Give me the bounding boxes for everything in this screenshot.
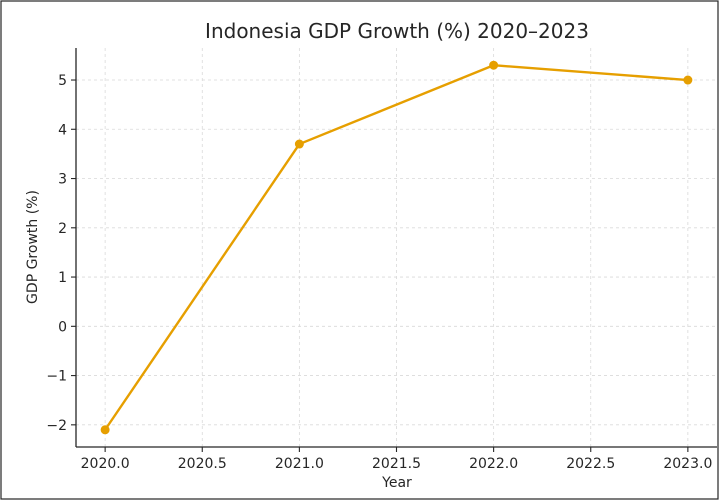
- series-line: [103, 64, 690, 431]
- chart-title: Indonesia GDP Growth (%) 2020–2023: [205, 19, 589, 43]
- y-tick-label: 3: [58, 172, 67, 188]
- y-tick-label: 4: [58, 122, 67, 138]
- x-tick-label: 2021.5: [372, 456, 421, 472]
- data-point: [683, 75, 693, 85]
- y-tick-label: 2: [58, 221, 67, 237]
- y-tick-label: −1: [46, 369, 67, 385]
- y-tick-label: 0: [58, 319, 67, 335]
- x-tick-label: 2021.0: [275, 456, 324, 472]
- y-tick-label: −2: [46, 418, 67, 434]
- x-tick-label: 2020.5: [178, 456, 227, 472]
- series: [100, 60, 693, 435]
- ticks: 2020.0 2020.5 2021.0 2021.5 2022.0 2022.5 2023…: [46, 73, 712, 472]
- x-tick-label: 2022.5: [566, 456, 615, 472]
- data-point: [100, 425, 110, 435]
- grid: [76, 48, 717, 447]
- x-tick-label: 2022.0: [469, 456, 518, 472]
- y-tick-label: 5: [58, 73, 67, 89]
- x-axis-label: Year: [381, 475, 412, 491]
- data-point: [294, 139, 304, 149]
- y-tick-label: 1: [58, 270, 67, 286]
- y-axis-label: GDP Growth (%): [25, 190, 41, 304]
- x-tick-label: 2020.0: [81, 456, 130, 472]
- data-point: [489, 60, 499, 70]
- x-tick-label: 2023.0: [663, 456, 712, 472]
